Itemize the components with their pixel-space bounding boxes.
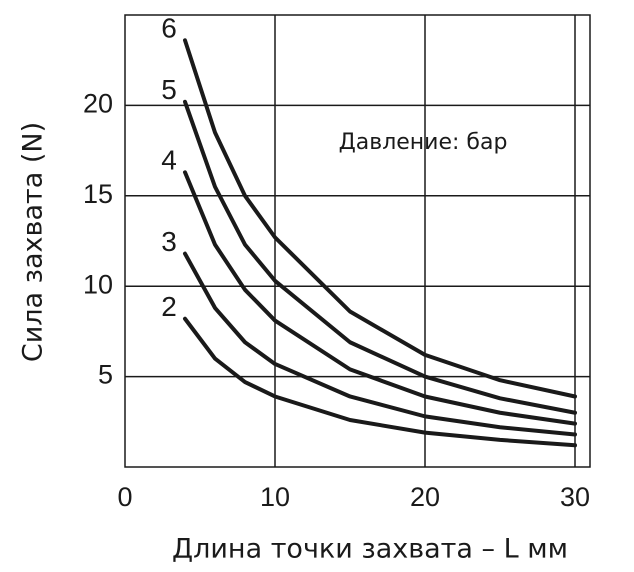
y-tick-label: 20 <box>83 89 113 119</box>
series-label: 5 <box>161 74 177 105</box>
y-axis-title: Сила захвата (N) <box>18 122 49 362</box>
y-tick-label: 10 <box>83 269 113 299</box>
plot-frame <box>124 14 591 468</box>
curve <box>183 316 577 448</box>
series-label: 4 <box>161 145 177 176</box>
series-label: 2 <box>161 291 177 322</box>
x-axis-title: Длина точки захвата – L мм <box>172 534 568 565</box>
curve <box>183 38 577 399</box>
y-tick-label: 15 <box>83 179 113 209</box>
y-tick-label: 5 <box>98 360 113 390</box>
series-label: 6 <box>161 13 177 44</box>
x-tick-label: 20 <box>410 482 440 512</box>
curve <box>183 251 577 437</box>
series-label: 3 <box>161 226 177 257</box>
x-tick-label: 0 <box>117 482 132 512</box>
curve <box>183 170 577 426</box>
annotation: Давление: бар <box>339 130 508 155</box>
x-tick-label: 30 <box>560 482 590 512</box>
x-tick-label: 10 <box>260 482 290 512</box>
curve <box>183 99 577 415</box>
